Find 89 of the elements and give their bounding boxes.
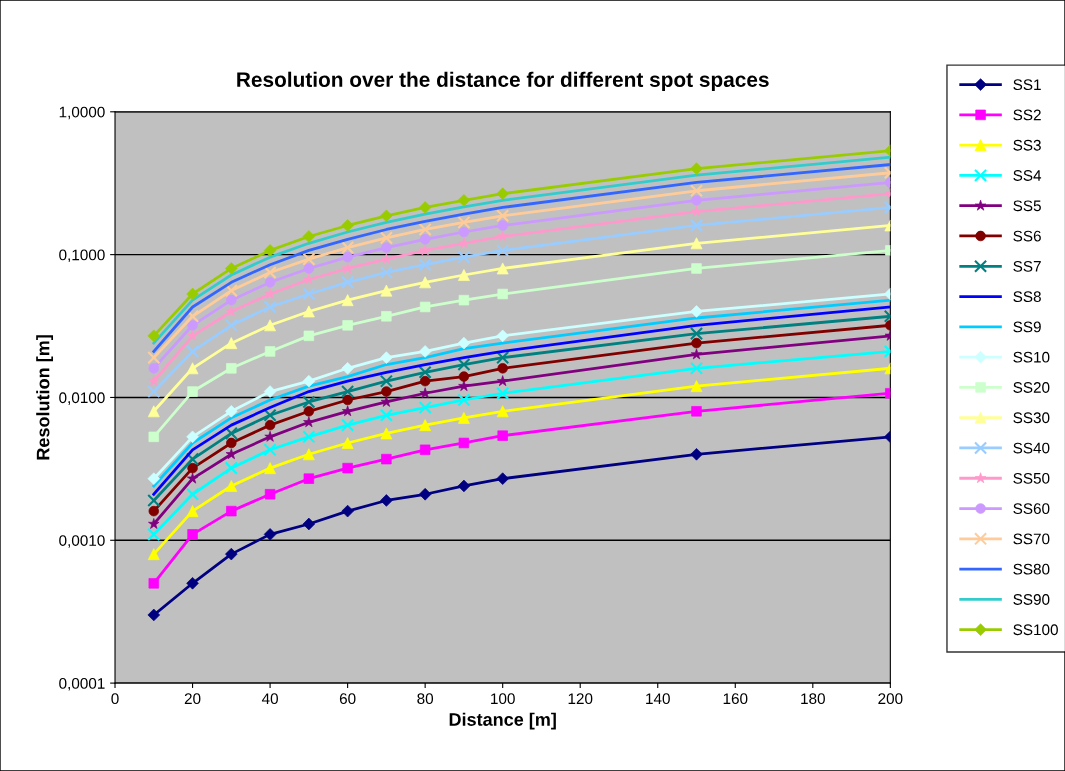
legend-label: SS5: [1013, 200, 1041, 212]
point: [302, 252, 316, 266]
point: [379, 408, 393, 422]
x-tick-label: 20: [184, 693, 201, 705]
point: [497, 430, 508, 441]
point: [341, 275, 355, 289]
point: [226, 363, 237, 374]
y-tick-label: 0,1000: [59, 249, 105, 263]
legend-label: SS3: [1013, 139, 1041, 151]
point: [303, 330, 315, 342]
point: [224, 283, 238, 298]
point: [263, 443, 277, 457]
point: [224, 461, 238, 475]
legend-label: SS30: [1013, 412, 1050, 424]
legend-label: SS20: [1013, 382, 1050, 393]
legend-label: SS1: [1013, 79, 1041, 91]
point: [418, 365, 432, 379]
legend-label: SS10: [1013, 351, 1050, 363]
legend-label: SS4: [1013, 170, 1042, 181]
point: [303, 473, 315, 484]
point: [341, 384, 355, 399]
x-tick-label: 160: [723, 693, 748, 705]
point: [185, 309, 200, 323]
legend-label: SS70: [1013, 533, 1050, 545]
point: [379, 265, 393, 280]
legend-label: SS7: [1013, 260, 1041, 272]
point: [379, 231, 393, 245]
x-tick-label: 0: [111, 693, 119, 705]
legend-label: SS2: [1013, 109, 1041, 121]
point: [224, 426, 238, 441]
point: [264, 489, 276, 500]
legend-label: SS8: [1013, 291, 1041, 303]
legend-label: SS80: [1013, 563, 1050, 575]
point: [496, 386, 510, 400]
y-tick-label: 0,0100: [59, 392, 105, 405]
point: [418, 222, 432, 237]
y-axis-title: Resolution [m]: [36, 335, 54, 460]
point: [496, 209, 510, 223]
point: [496, 351, 510, 365]
x-tick-label: 200: [878, 693, 903, 705]
point: [302, 287, 316, 301]
point: [185, 344, 200, 359]
y-tick-label: 0,0010: [59, 535, 105, 548]
point: [418, 400, 432, 415]
point: [458, 294, 470, 306]
y-tick-label: 0,0001: [59, 677, 105, 691]
point: [457, 357, 471, 372]
point: [185, 452, 200, 466]
legend-label: SS100: [1013, 624, 1058, 636]
point: [302, 430, 316, 444]
point: [419, 301, 431, 313]
point: [689, 218, 704, 233]
legend-label: SS60: [1013, 503, 1050, 515]
legend-label: SS6: [1013, 230, 1041, 242]
point: [418, 258, 432, 272]
x-tick-label: 60: [339, 693, 356, 705]
x-axis-title: Distance [m]: [449, 712, 556, 730]
point: [147, 527, 161, 541]
point: [496, 243, 510, 258]
point: [341, 241, 355, 255]
x-tick-label: 120: [568, 693, 593, 705]
point: [147, 384, 161, 399]
point: [457, 250, 471, 264]
point: [341, 418, 355, 432]
x-tick-label: 100: [491, 693, 515, 705]
legend-label: SS40: [1013, 442, 1050, 454]
point: [689, 184, 704, 198]
point: [457, 393, 471, 407]
point: [302, 395, 316, 409]
point: [457, 215, 471, 230]
legend-label: SS90: [1013, 594, 1050, 605]
legend-label: SS9: [1013, 321, 1041, 333]
x-tick-label: 40: [261, 693, 278, 705]
point: [263, 265, 277, 280]
point: [379, 374, 393, 388]
point: [147, 493, 161, 508]
chart-title: Resolution over the distance for different spot spaces: [237, 71, 769, 92]
point: [224, 318, 238, 332]
y-tick-label: 1,0000: [59, 106, 105, 120]
point: [689, 361, 704, 375]
x-tick-label: 180: [801, 693, 825, 705]
x-tick-label: 80: [417, 693, 434, 705]
point: [147, 351, 161, 365]
point: [263, 300, 277, 314]
point: [185, 487, 200, 501]
x-tick-label: 140: [646, 693, 670, 705]
point: [689, 326, 704, 341]
legend-label: SS50: [1013, 472, 1050, 484]
point: [263, 408, 277, 422]
